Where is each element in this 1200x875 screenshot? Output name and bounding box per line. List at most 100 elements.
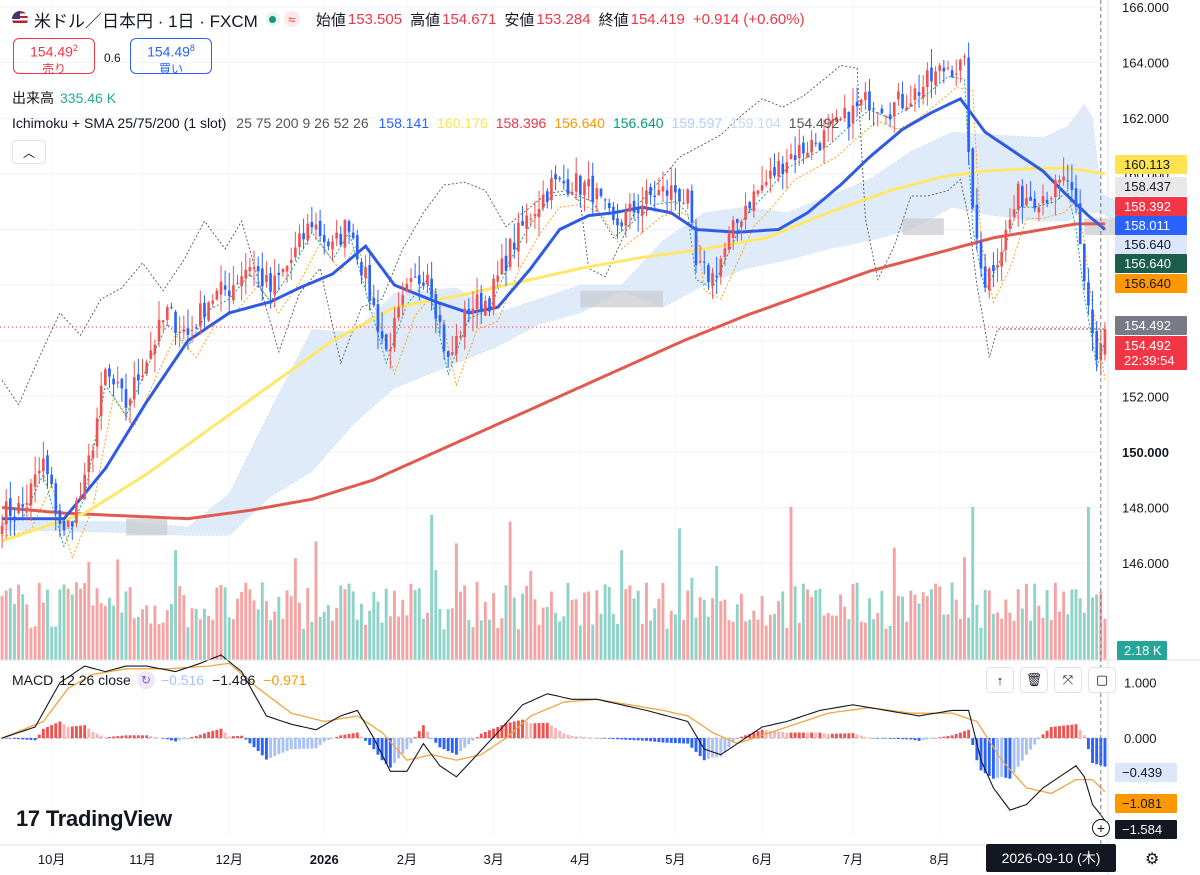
volume-bar <box>702 599 706 660</box>
candle-body <box>694 226 698 266</box>
candle-body <box>975 204 979 239</box>
candle-body <box>599 188 603 196</box>
macd-histogram-bar <box>719 738 723 757</box>
price-tag-bg <box>1115 155 1187 174</box>
macd-histogram-bar <box>488 730 491 739</box>
macd-histogram-bar <box>1066 725 1070 739</box>
volume-bar <box>211 619 215 660</box>
macd-histogram-bar <box>393 738 396 763</box>
settings-gear-icon[interactable]: ⚙ <box>1145 851 1160 868</box>
candle-body <box>583 182 586 196</box>
symbol-title[interactable]: 米ドル／日本円 · 1日 · FXCM <box>34 11 258 31</box>
candle-body <box>723 248 727 258</box>
volume-bar <box>624 589 628 660</box>
macd-histogram-bar <box>653 738 657 742</box>
candle-body <box>558 178 562 180</box>
candle-body <box>128 399 132 406</box>
sell-button[interactable]: 154.492 売り <box>13 38 95 76</box>
sell-label: 売り <box>41 61 66 76</box>
candle-body <box>690 190 694 223</box>
macd-histogram-bar <box>706 738 710 759</box>
macd-histogram-bar <box>442 738 446 750</box>
macd-histogram-bar <box>13 738 16 739</box>
candle-body <box>302 233 305 240</box>
price-tag-bg <box>1115 254 1187 273</box>
candle-body <box>566 179 570 195</box>
macd-histogram-bar <box>822 733 826 739</box>
candle-body <box>422 282 425 286</box>
macd-histogram-bar <box>1058 726 1061 739</box>
candle-body <box>104 369 107 385</box>
macd-histogram-bar <box>380 738 384 761</box>
volume-bar <box>446 609 450 660</box>
candle-body <box>859 99 863 106</box>
candle-body <box>892 102 896 117</box>
candle-body <box>500 258 504 275</box>
macd-histogram-bar <box>661 738 665 743</box>
price-tag-text: 156.640 <box>1124 276 1171 291</box>
volume-bar <box>971 507 975 660</box>
candle-body <box>153 344 157 354</box>
indicator-value: 160.176 <box>437 115 488 131</box>
change-value: +0.914 (+0.60%) <box>692 10 805 28</box>
candle-body <box>269 273 272 292</box>
volume-bar <box>661 582 665 660</box>
move-up-button[interactable]: ↑ <box>986 667 1014 693</box>
volume-bar <box>434 570 438 660</box>
volume-bar <box>108 597 111 660</box>
candle-body <box>232 285 235 301</box>
macd-histogram-bar <box>351 733 355 739</box>
macd-histogram-bar <box>124 735 128 739</box>
collapse-legend-button[interactable]: ︿ <box>12 140 46 164</box>
price-tag-bg <box>1115 336 1187 355</box>
volume-bar <box>405 615 409 660</box>
candle-body <box>983 266 987 287</box>
volume-bar <box>591 624 595 660</box>
candle-body <box>310 222 314 228</box>
volume-bar <box>479 620 483 660</box>
macd-histogram-bar <box>339 735 343 739</box>
volume-bar <box>136 616 140 660</box>
buy-button[interactable]: 154.498 買い <box>130 38 212 76</box>
lagging-span <box>1 64 1105 406</box>
volume-bar <box>678 528 681 660</box>
maximize-icon: ▢ <box>1095 672 1109 687</box>
macd-legend[interactable]: MACD 12 26 close ↻ −0.516 −1.486 −0.971 <box>12 671 321 689</box>
collapse-pane-button[interactable]: ⤧ <box>1054 667 1082 693</box>
candle-body <box>417 275 421 285</box>
macd-histogram-bar <box>768 730 772 739</box>
candle-body <box>236 283 239 285</box>
volume-bar <box>149 623 153 660</box>
volume-bar <box>0 595 4 660</box>
candle-body <box>855 101 859 107</box>
candle-body <box>793 155 797 161</box>
macd-histogram-bar <box>277 738 281 755</box>
maximize-pane-button[interactable]: ▢ <box>1088 667 1116 693</box>
macd-histogram-bar <box>839 733 843 739</box>
macd-histogram-bar <box>938 737 942 739</box>
candle-body <box>178 331 182 334</box>
macd-histogram-bar <box>103 737 107 739</box>
volume-legend[interactable]: 出来高 335.46 K <box>12 88 116 108</box>
volume-bar <box>207 615 211 660</box>
macd-histogram-bar <box>781 732 785 739</box>
ichimoku-cloud <box>1 103 1139 536</box>
candle-body <box>674 185 677 193</box>
volume-bar <box>169 603 173 660</box>
add-plus-button[interactable]: + <box>1092 819 1110 837</box>
macd-histogram-bar <box>545 722 549 739</box>
indicator-legend[interactable]: Ichimoku + SMA 25/75/200 (1 slot) 25 75 … <box>12 115 853 131</box>
macd-histogram-bar <box>405 738 409 750</box>
volume-bar <box>116 559 120 660</box>
macd-histogram-bar <box>236 735 239 739</box>
candle-body <box>380 331 384 339</box>
price-tag-bg <box>1115 197 1187 216</box>
volume-bar <box>459 591 463 660</box>
candle-body <box>603 199 607 201</box>
volume-bar <box>124 591 128 660</box>
macd-histogram-bar <box>925 738 929 740</box>
delete-pane-button[interactable]: 🗑 <box>1020 667 1048 693</box>
candle-body <box>830 120 834 125</box>
